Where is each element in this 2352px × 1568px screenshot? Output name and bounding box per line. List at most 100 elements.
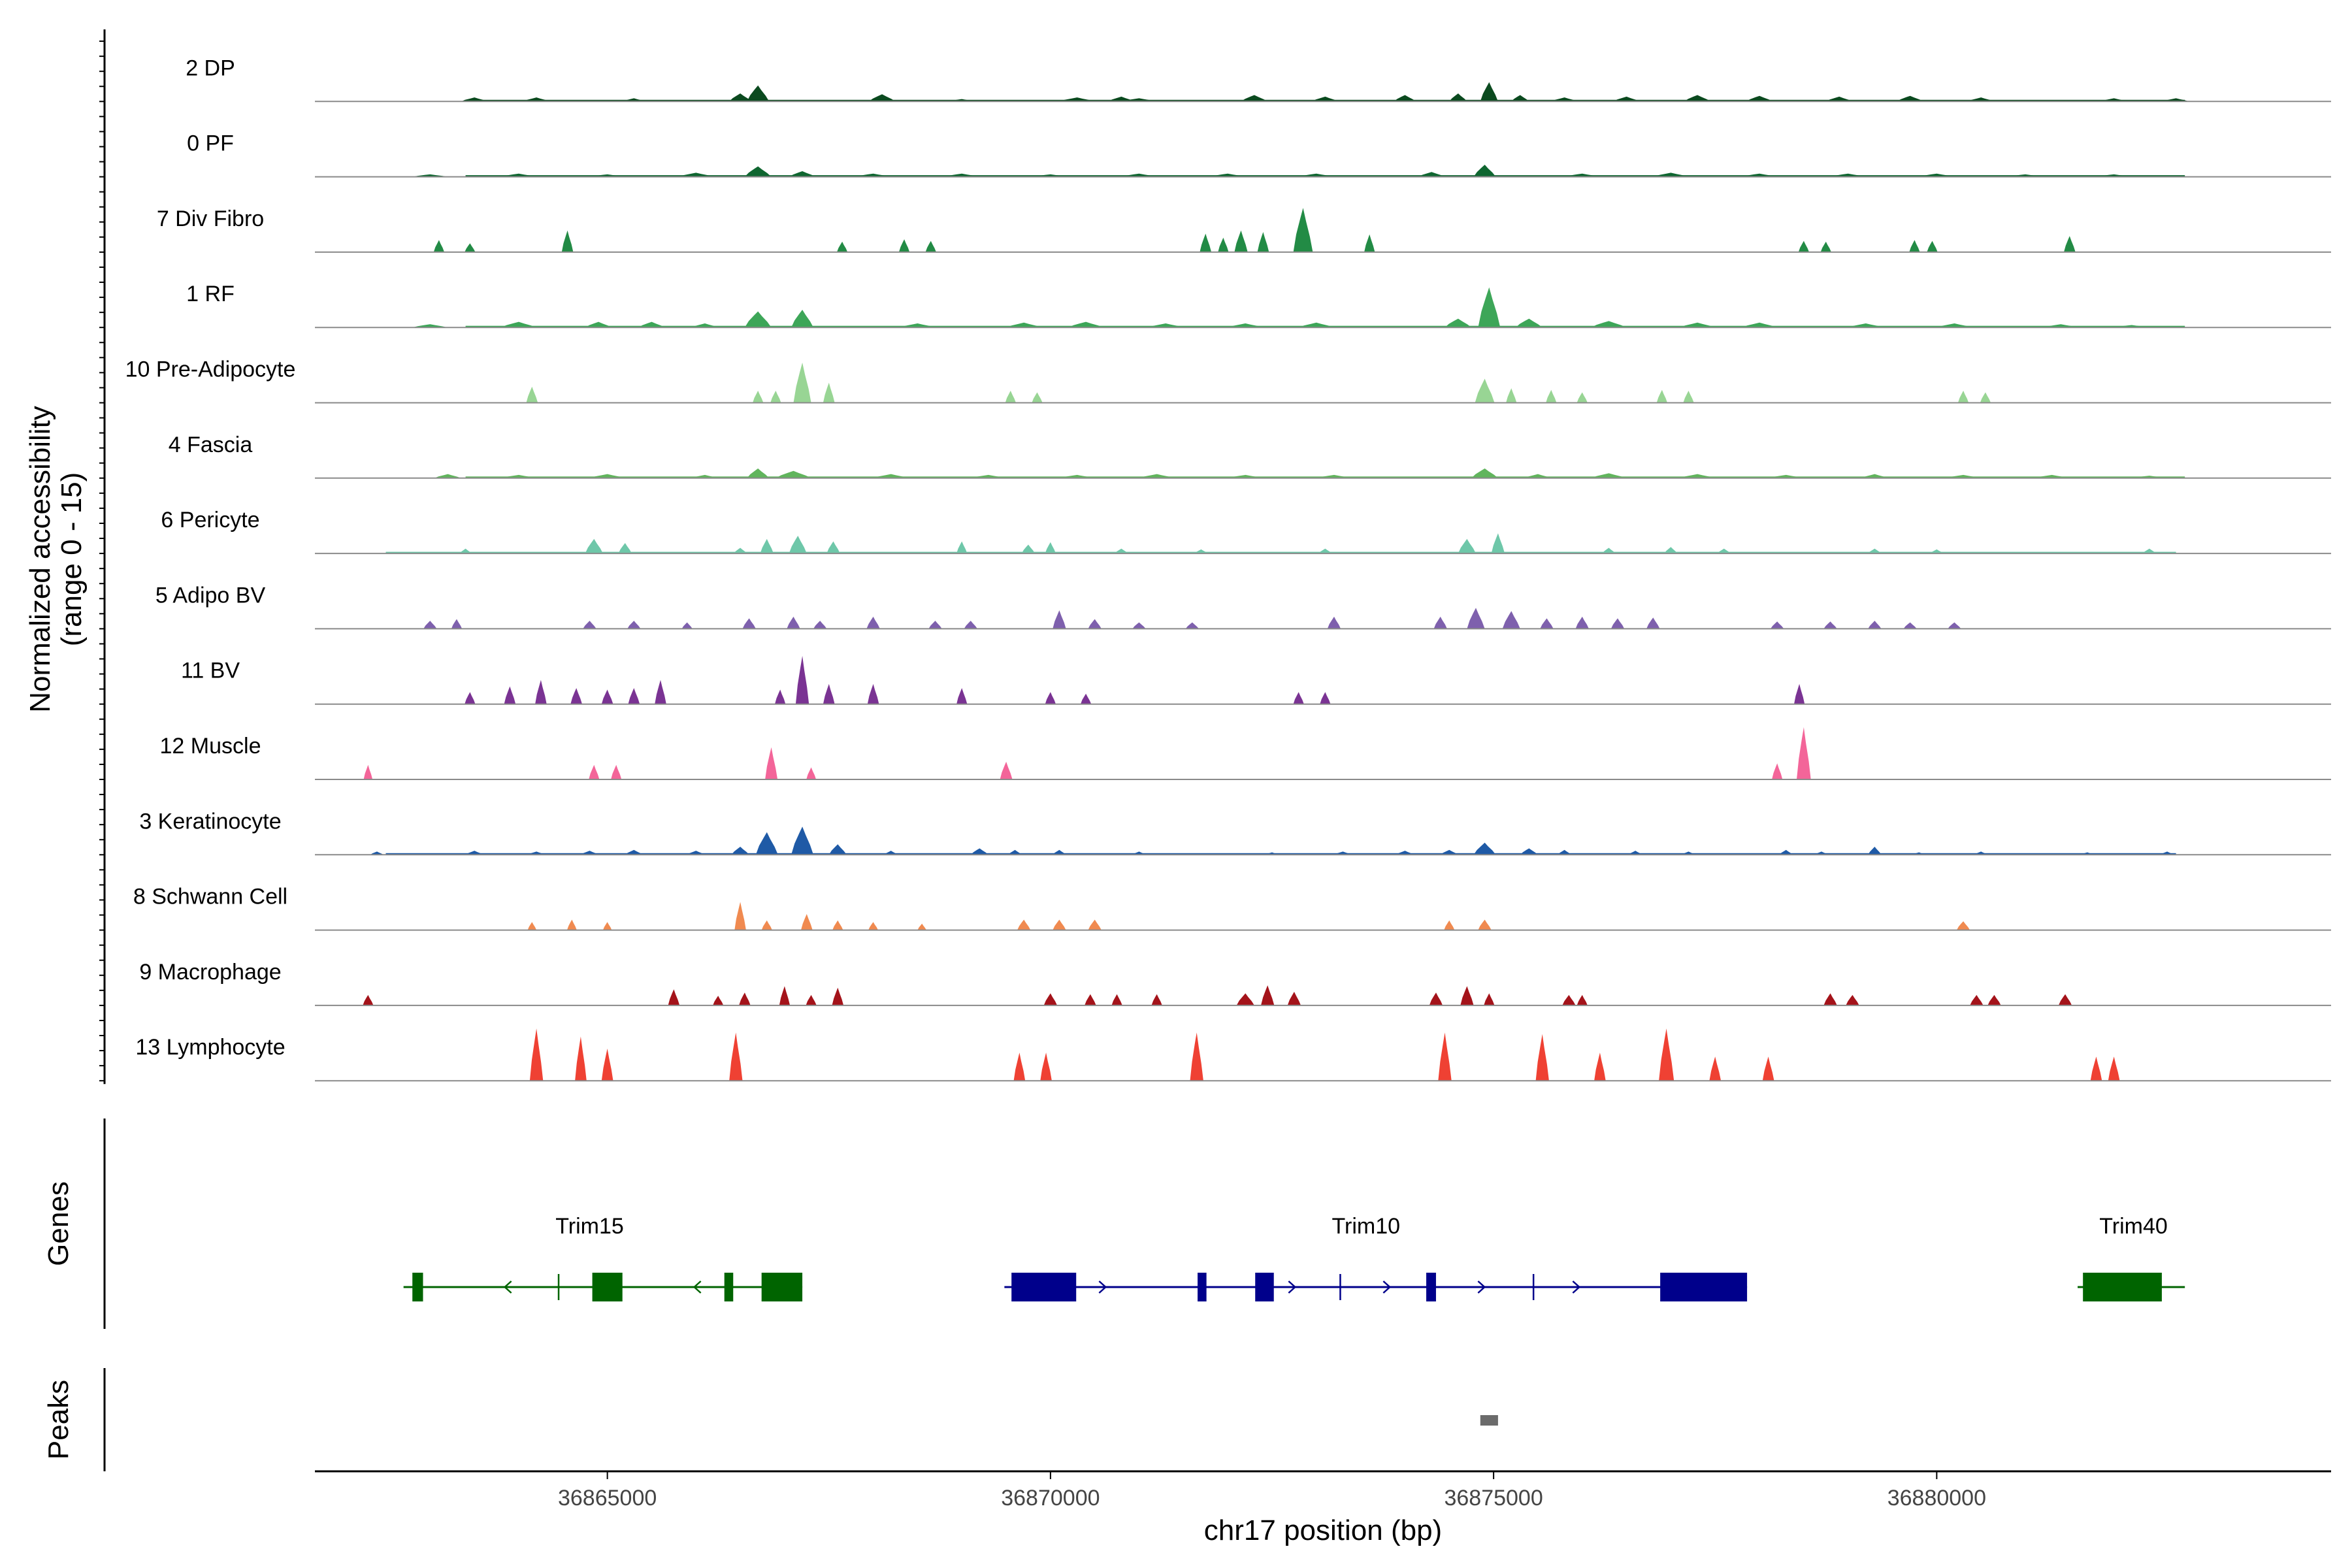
- coverage-background: [465, 99, 2185, 102]
- coverage-peak: [956, 688, 968, 704]
- coverage-peak: [1085, 994, 1096, 1005]
- strand-arrow: [1382, 1281, 1392, 1294]
- coverage-peak: [1771, 621, 1784, 629]
- coverage-peak: [1478, 287, 1501, 328]
- gene-exon: [1255, 1273, 1274, 1301]
- coverage-peak: [1797, 727, 1811, 779]
- coverage-peak: [1772, 763, 1783, 779]
- coverage-peak: [1458, 538, 1476, 554]
- coverage-peak: [739, 992, 751, 1005]
- strand-arrow: [1572, 1281, 1581, 1294]
- coverage-peak: [1473, 165, 1496, 177]
- coverage-peak: [765, 747, 778, 779]
- coverage-peak: [1471, 468, 1498, 478]
- coverage-peak: [1449, 93, 1467, 102]
- coverage-peak: [1562, 994, 1576, 1005]
- coverage-background: [465, 325, 2185, 328]
- coverage-peak: [832, 920, 843, 930]
- coverage-peak: [1659, 1028, 1674, 1081]
- coverage-peak: [1970, 994, 1984, 1005]
- coverage-peak: [1005, 391, 1016, 403]
- coverage-peak: [1132, 622, 1146, 629]
- track-11: 8 Schwann Cell: [133, 885, 2331, 931]
- coverage-peak: [1088, 619, 1102, 629]
- gene-exon: [1011, 1273, 1077, 1301]
- coverage-peak: [575, 1036, 587, 1081]
- track-label: 1 RF: [186, 282, 235, 306]
- coverage-peak: [1045, 542, 1056, 554]
- gene-exon: [2083, 1273, 2162, 1301]
- coverage-peak: [1535, 1034, 1549, 1081]
- gene-trim40: Trim40: [2078, 1214, 2185, 1301]
- coverage-peak: [529, 1028, 544, 1081]
- x-tick-label: 36880000: [1887, 1486, 1986, 1511]
- coverage-peak: [868, 922, 878, 930]
- coverage-peak: [526, 386, 538, 403]
- coverage-peak: [433, 240, 444, 252]
- coverage-peak: [1429, 992, 1443, 1005]
- coverage-peak: [1013, 1053, 1026, 1081]
- strand-arrow: [1288, 1281, 1297, 1294]
- coverage-peak: [744, 311, 772, 328]
- coverage-peak: [1460, 986, 1474, 1005]
- coverage-peak: [1576, 392, 1588, 403]
- gene-label: Trim10: [1332, 1214, 1401, 1239]
- x-tick-label: 36875000: [1444, 1486, 1543, 1511]
- coverage-peak: [1053, 919, 1066, 930]
- track-label: 10 Pre-Adipocyte: [125, 357, 296, 382]
- coverage-peak: [1433, 616, 1447, 629]
- coverage-peak: [866, 616, 880, 629]
- coverage-background: [465, 476, 2185, 478]
- coverage-peak: [611, 764, 622, 779]
- y-axis-label-line2: (range 0 - 15): [56, 472, 88, 647]
- coverage-peak: [928, 621, 942, 629]
- coverage-peak: [1948, 622, 1961, 629]
- strand-arrow: [1098, 1281, 1107, 1294]
- track-7: 5 Adipo BV: [155, 583, 2331, 630]
- coverage-peak: [1762, 1056, 1774, 1081]
- coverage-peak: [1043, 993, 1058, 1005]
- coverage-peak: [806, 767, 817, 779]
- coverage-peak: [1261, 985, 1275, 1005]
- coverage-peak: [1646, 617, 1660, 629]
- coverage-peak: [1516, 318, 1543, 328]
- coverage-peak: [618, 543, 632, 554]
- track-2: 7 Div Fibro: [157, 206, 2331, 253]
- coverage-peak: [1185, 622, 1200, 629]
- coverage-peak: [1293, 692, 1304, 704]
- peaks-group: [1480, 1415, 1498, 1426]
- coverage-peak: [1903, 622, 1917, 629]
- track-10: 3 Keratinocyte: [139, 809, 2331, 856]
- coverage-peak: [795, 655, 809, 704]
- coverage-peak: [1956, 921, 1970, 930]
- y-axis-label-line1: Normalized accessibility: [24, 406, 56, 712]
- gene-trim10: Trim10: [1004, 1214, 1748, 1301]
- track-5: 4 Fascia: [169, 433, 2331, 479]
- coverage-peak: [832, 987, 844, 1005]
- coverage-peak: [434, 474, 461, 478]
- track-label: 0 PF: [187, 131, 234, 156]
- coverage-peak: [755, 832, 778, 855]
- gene-exon: [1426, 1273, 1436, 1301]
- track-label: 3 Keratinocyte: [139, 809, 281, 834]
- coverage-peak: [1820, 241, 1831, 252]
- x-tick-label: 36865000: [558, 1486, 657, 1511]
- track-label: 11 BV: [181, 659, 240, 683]
- track-label: 2 DP: [186, 56, 235, 80]
- coverage-peak: [868, 94, 896, 102]
- coverage-peak: [1478, 919, 1492, 930]
- coverage-peak: [826, 541, 840, 554]
- coverage-peak: [776, 470, 811, 478]
- track-label: 4 Fascia: [169, 433, 253, 457]
- coverage-peak: [956, 541, 968, 554]
- gene-label: Trim40: [2099, 1214, 2168, 1239]
- coverage-peak: [731, 847, 749, 855]
- coverage-peak: [1957, 391, 1969, 403]
- track-label: 6 Pericyte: [161, 508, 259, 532]
- coverage-peak: [898, 239, 910, 252]
- coverage-peak: [504, 686, 516, 704]
- coverage-peak: [1218, 237, 1229, 252]
- coverage-peak: [742, 618, 756, 629]
- coverage-peak: [465, 243, 476, 252]
